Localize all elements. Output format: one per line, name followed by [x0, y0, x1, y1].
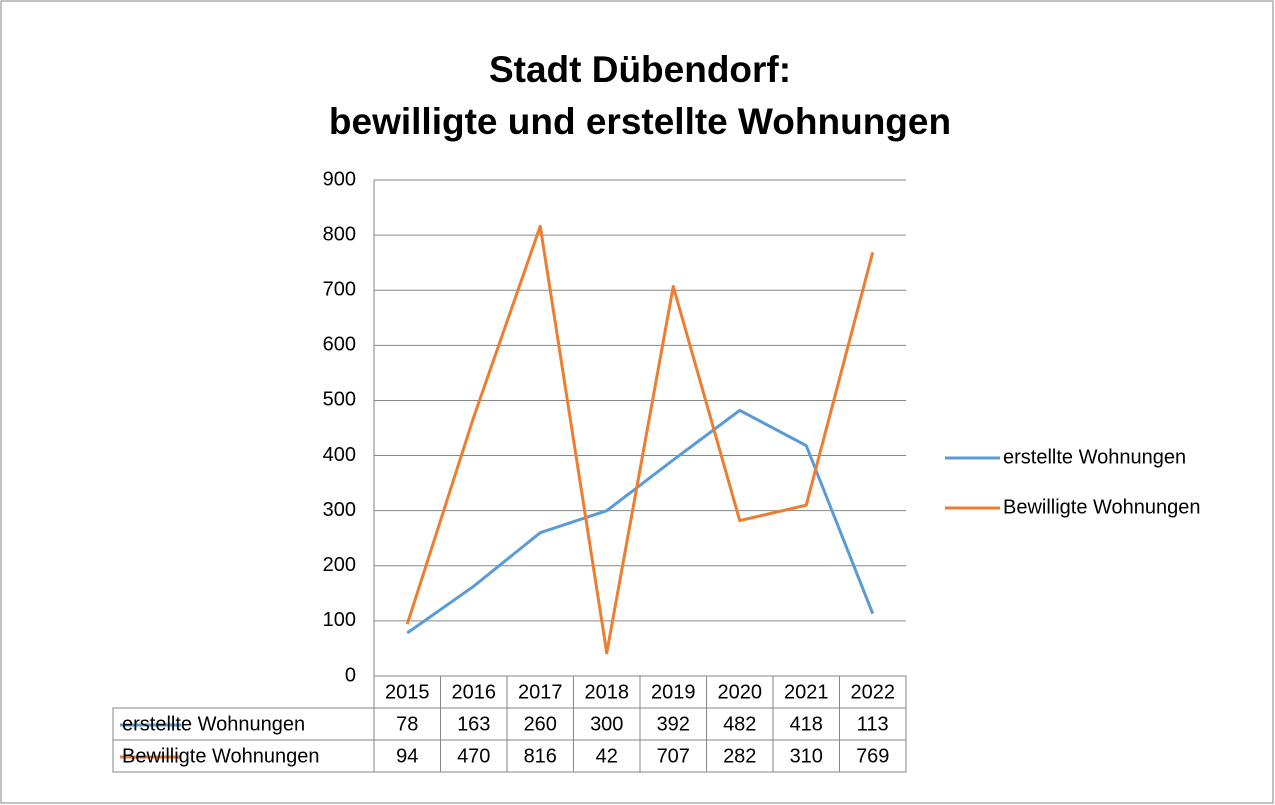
table-cell: 42	[596, 745, 618, 767]
y-tick-label: 600	[323, 334, 356, 356]
y-tick-label: 0	[345, 664, 356, 686]
table-cell: 260	[524, 713, 557, 735]
chart-title: Stadt Dübendorf:	[489, 49, 791, 90]
table-cell: 282	[723, 745, 756, 767]
x-tick-label: 2018	[585, 681, 630, 703]
table-cell: 707	[657, 745, 690, 767]
table-cell: 163	[457, 713, 490, 735]
x-tick-label: 2016	[452, 681, 497, 703]
x-tick-label: 2019	[651, 681, 696, 703]
y-tick-label: 500	[323, 389, 356, 411]
table-cell: 310	[790, 745, 823, 767]
table-cell: 94	[396, 745, 418, 767]
table-cell: 113	[857, 713, 889, 735]
series-line	[405, 224, 875, 655]
x-tick-label: 2022	[851, 681, 896, 703]
table-cell: 482	[723, 713, 756, 735]
table-cell: 816	[524, 745, 557, 767]
x-tick-label: 2021	[784, 681, 829, 703]
x-tick-label: 2017	[518, 681, 563, 703]
x-tick-label: 2020	[718, 681, 763, 703]
table-cell: 78	[396, 713, 418, 735]
y-tick-label: 700	[323, 279, 356, 301]
chart-title: bewilligte und erstellte Wohnungen	[329, 101, 951, 142]
table-cell: 418	[790, 713, 823, 735]
table-cell: 470	[457, 745, 490, 767]
y-tick-label: 200	[323, 554, 356, 576]
table-cell: 769	[856, 745, 889, 767]
y-tick-label: 300	[323, 499, 356, 521]
legend-label: erstellte Wohnungen	[1003, 446, 1186, 468]
y-tick-label: 900	[323, 168, 356, 190]
y-tick-label: 800	[323, 223, 356, 245]
y-tick-label: 100	[323, 609, 356, 631]
series-line	[406, 408, 875, 635]
table-row-label: Bewilligte Wohnungen	[122, 745, 320, 767]
table-cell: 300	[590, 713, 623, 735]
table-cell: 392	[657, 713, 690, 735]
legend-label: Bewilligte Wohnungen	[1003, 496, 1201, 518]
table-row-label: erstellte Wohnungen	[122, 713, 305, 735]
y-tick-label: 400	[323, 444, 356, 466]
x-tick-label: 2015	[385, 681, 430, 703]
